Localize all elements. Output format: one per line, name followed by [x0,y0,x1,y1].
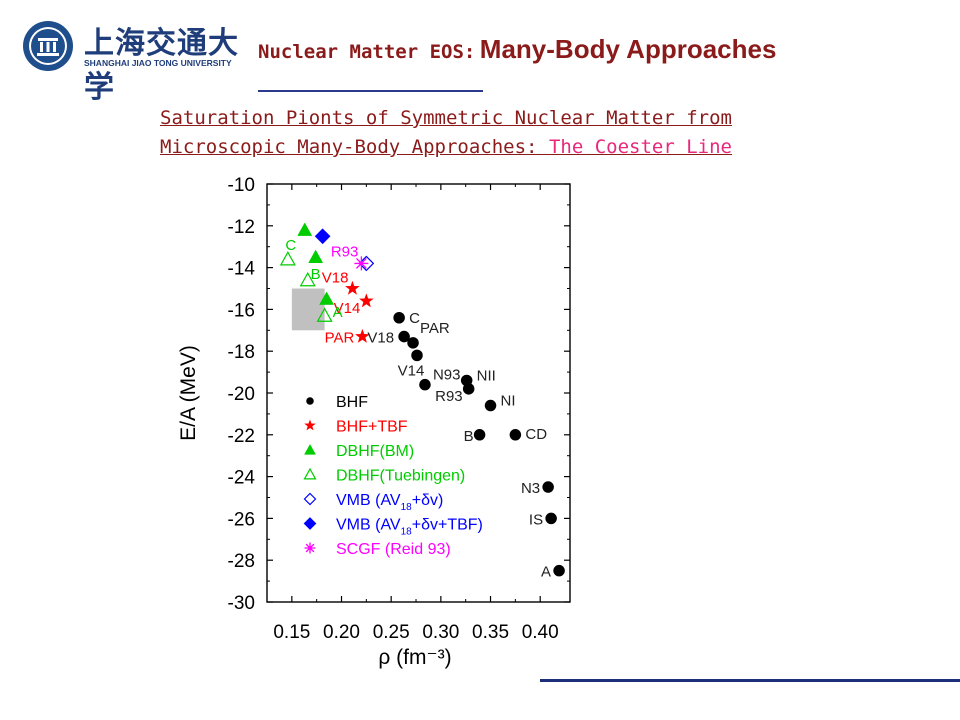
legend-marker-asterisk [304,542,316,554]
data-point-label: A [333,304,343,321]
subtitle-line-2-prefix: Microscopic Many-Body Approaches: [160,136,538,158]
university-name-cn: 上海交通大学 [84,26,239,105]
sjtu-seal-icon [23,21,73,71]
data-point-triangle-open [279,251,296,266]
subtitle-line-2: Microscopic Many-Body Approaches: The Co… [160,133,860,162]
legend-label: SCGF (Reid 93) [336,541,451,558]
data-point-circle [553,564,565,577]
y-axis-title: E/A (MeV) [177,345,200,441]
legend-label: DBHF(Tuebingen) [336,468,465,485]
x-tick-label: 0.35 [472,622,509,643]
y-tick-label: -14 [228,259,256,280]
subtitle-coester-line: The Coester Line [548,136,732,158]
x-axis-title: ρ (fm⁻³) [378,646,451,669]
university-name-en: SHANGHAI JIAO TONG UNIVERSITY [84,58,232,68]
data-point-asterisk [354,256,369,271]
y-tick-label: -22 [228,426,255,447]
title-underline-rule [258,90,483,92]
y-tick-label: -24 [228,468,256,489]
x-tick-label: 0.40 [522,622,559,643]
x-tick-label: 0.20 [323,622,360,643]
data-point-circle [398,330,410,343]
data-point-circle [542,481,554,493]
x-tick-label: 0.30 [422,622,459,643]
legend-marker-star [304,419,316,431]
data-point-circle [545,512,557,525]
data-point-circle [462,383,475,395]
shaded-saturation-region [291,288,325,331]
data-point-triangle-filled [319,291,335,305]
data-point-label: V18 [367,330,394,347]
plot-frame [266,183,571,603]
slide-title-eos: Nuclear Matter EOS: [258,41,476,63]
legend-marker-diamond-open [303,492,317,506]
data-point-star [355,328,370,343]
legend-label: BHF [336,394,368,411]
data-point-label: C [409,310,420,327]
data-point-triangle-open [299,271,316,287]
data-point-triangle-filled [308,249,324,263]
data-point-circle [407,337,419,349]
slide-title-approaches: Many-Body Approaches [479,34,777,64]
data-point-star [345,280,360,295]
x-tick-label: 0.25 [373,622,410,643]
data-point-circle [419,378,431,391]
y-tick-label: -16 [228,300,255,321]
data-point-label: PAR [420,320,450,337]
data-point-label: A [541,564,551,581]
data-point-label: R93 [331,243,359,260]
data-point-label: CD [525,426,547,443]
data-point-triangle-open [316,307,333,322]
data-point-star [359,293,374,308]
data-point-label: N93 [433,367,461,384]
data-point-label: NI [501,393,516,410]
data-point-label: R93 [435,388,463,405]
legend-marker-triangle-open [303,467,317,480]
data-point-label: PAR [325,330,355,347]
data-point-label: N3 [521,480,540,497]
data-point-circle [393,312,405,324]
y-tick-label: -20 [228,384,255,405]
legend-label: BHF+TBF [336,419,408,436]
legend-marker-diamond-filled [303,517,317,530]
legend-label: DBHF(BM) [336,443,414,460]
university-logo: 上海交通大学 SHANGHAI JIAO TONG UNIVERSITY [22,20,252,105]
x-tick-label: 0.15 [273,622,310,643]
data-point-diamond-filled [314,228,331,245]
data-point-label: IS [529,511,543,528]
y-tick-label: -28 [228,551,255,572]
saturation-points-chart: -10 -12 -14 -16 -18 -20 -22 -24 -26 -28 -30 0.15 0.2… [177,175,571,669]
data-point-label: C [285,237,296,254]
data-point-label: B [464,428,474,445]
data-point-circle [411,349,423,362]
y-tick-label: -10 [228,175,255,196]
y-tick-label: -12 [228,217,255,238]
data-point-triangle-filled [297,222,313,236]
data-point-circle [509,429,522,441]
data-point-circle [473,429,486,441]
data-point-label: V14 [398,362,425,379]
legend-label: VMB (AV18+δv) [336,492,443,513]
slide-subtitle: Saturation Pionts of Symmetric Nuclear M… [160,104,860,162]
legend-marker-circle [306,397,314,405]
y-tick-label: -30 [228,593,255,614]
legend-marker-triangle-filled [304,443,316,455]
y-tick-label: -26 [228,509,255,530]
footer-rule [540,679,960,682]
data-point-label: B [311,266,321,283]
y-tick-label: -18 [228,342,255,363]
data-point-label: V14 [334,300,361,317]
data-point-circle [484,399,497,412]
subtitle-line-1: Saturation Pionts of Symmetric Nuclear M… [160,107,732,129]
slide-title: Nuclear Matter EOS: Many-Body Approaches [258,34,776,65]
data-point-label: V18 [322,270,349,287]
data-point-label: NII [477,367,496,384]
legend-label: VMB (AV18+δv+TBF) [336,517,483,538]
